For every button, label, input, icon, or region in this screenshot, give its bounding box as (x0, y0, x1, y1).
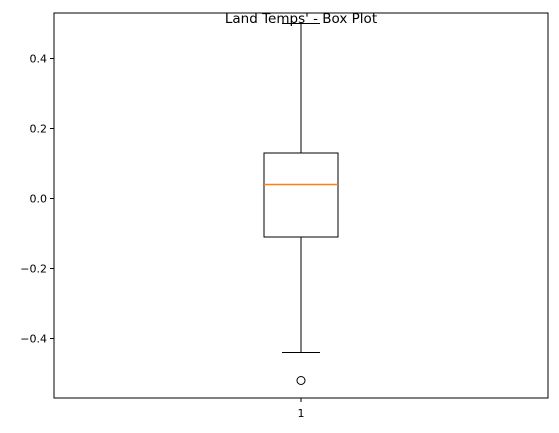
y-tick-label: 0.2 (30, 123, 48, 136)
x-axis: 1 (298, 398, 305, 420)
y-tick-label: 0.4 (30, 53, 48, 66)
y-tick-label: 0.0 (30, 193, 48, 206)
y-tick-label: −0.2 (20, 263, 47, 276)
y-tick-label: −0.4 (20, 333, 47, 346)
box-group (263, 23, 339, 385)
box-series (263, 23, 339, 385)
chart-title: Land Temps' - Box Plot (225, 11, 377, 27)
outlier-point (296, 376, 306, 385)
iqr-box (263, 152, 339, 238)
y-axis: −0.4 −0.2 0.0 0.2 0.4 (20, 53, 54, 346)
x-tick-label: 1 (298, 407, 305, 420)
